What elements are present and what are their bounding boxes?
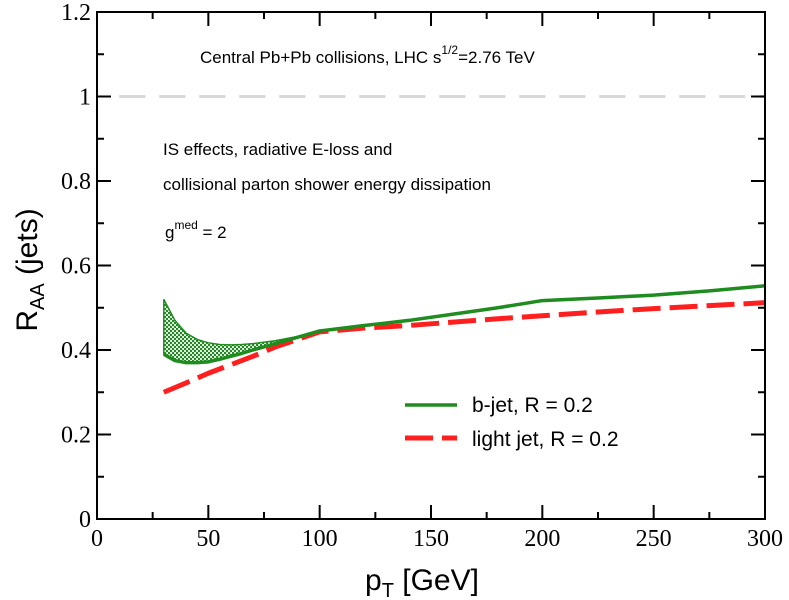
series-layer <box>162 284 766 395</box>
x-tick-label: 250 <box>636 526 672 552</box>
x-axis-title-rest: [GeV] <box>394 564 479 597</box>
y-axis-title-subscript: AA <box>27 283 49 310</box>
coupling-annotation: gmed = 2 <box>165 218 227 242</box>
x-axis-title-main: p <box>365 564 382 597</box>
y-axis-title-main: R <box>11 310 44 332</box>
x-tick-label: 100 <box>302 526 338 552</box>
x-axis-title: pT [GeV] <box>365 564 479 600</box>
effects-annotation-line2: collisional parton shower energy dissipa… <box>163 175 491 194</box>
y-tick-label: 0.6 <box>61 254 91 280</box>
ticks-layer <box>96 11 766 520</box>
effects-annotation-line1: IS effects, radiative E-loss and <box>163 140 392 159</box>
x-tick-label: 300 <box>747 526 783 552</box>
collision-text-a: Central Pb+Pb collisions, LHC s <box>200 48 441 67</box>
legend: b-jet, R = 0.2 light jet, R = 0.2 <box>405 394 619 451</box>
x-tick-labels: 0 50 100 150 200 250 300 <box>91 526 783 552</box>
legend-label-b-jet: b-jet, R = 0.2 <box>472 394 593 417</box>
y-axis-title-rest: (jets) <box>11 208 44 283</box>
y-tick-labels: 0 0.2 0.4 0.6 0.8 1 1.2 <box>61 0 91 533</box>
coupling-superscript: med <box>174 218 197 232</box>
coupling-value: = 2 <box>198 223 227 242</box>
x-tick-label: 200 <box>524 526 560 552</box>
series-line-b-jet <box>162 284 766 365</box>
x-axis-title-subscript: T <box>382 580 394 600</box>
coupling-symbol: g <box>165 223 174 242</box>
y-tick-label: 0 <box>79 507 91 533</box>
y-axis-title: RAA (jets) <box>11 208 49 331</box>
series-line-light-jet <box>162 300 766 395</box>
plot-frame <box>96 11 766 520</box>
legend-label-light-jet: light jet, R = 0.2 <box>472 428 619 451</box>
x-tick-label: 150 <box>413 526 449 552</box>
y-tick-label: 0.2 <box>61 423 91 449</box>
y-tick-label: 0.4 <box>61 338 91 364</box>
collision-superscript: 1/2 <box>441 43 458 57</box>
collision-annotation: Central Pb+Pb collisions, LHC s1/2=2.76 … <box>200 43 535 67</box>
collision-text-b: =2.76 TeV <box>458 48 535 67</box>
x-tick-label: 50 <box>196 526 220 552</box>
y-tick-label: 1.2 <box>61 0 91 26</box>
x-tick-label: 0 <box>91 526 103 552</box>
y-tick-label: 0.8 <box>61 169 91 195</box>
y-tick-label: 1 <box>79 85 91 111</box>
